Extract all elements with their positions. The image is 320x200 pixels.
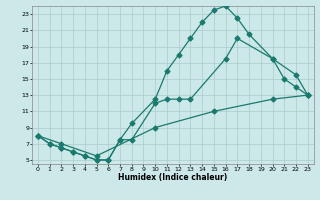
X-axis label: Humidex (Indice chaleur): Humidex (Indice chaleur): [118, 173, 228, 182]
